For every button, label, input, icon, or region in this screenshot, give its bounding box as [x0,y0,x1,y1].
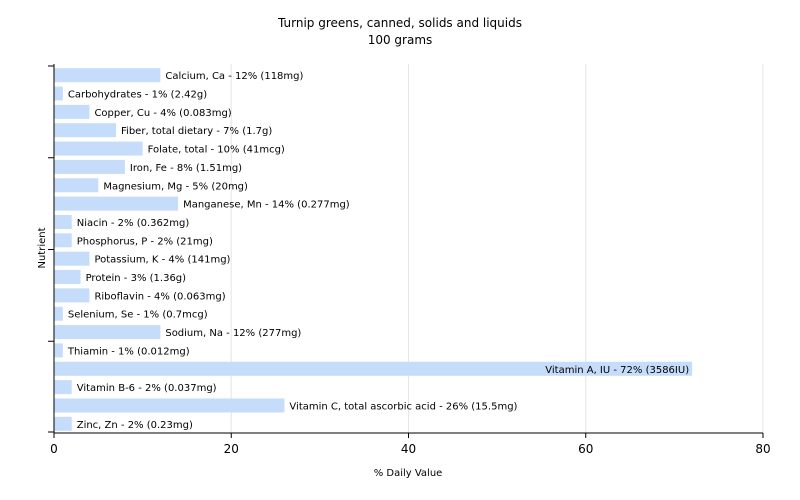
bar-6 [54,178,99,193]
bar-16 [54,361,693,376]
bar-8 [54,214,72,229]
bar-2 [54,104,90,119]
bar-label-18: Vitamin C, total ascorbic acid - 26% (15… [289,401,517,412]
bars: Calcium, Ca - 12% (118mg) Carbohydrates -… [54,68,693,431]
bar-14 [54,325,161,340]
bar-label-3: Fiber, total dietary - 7% (1.7g) [121,126,272,137]
x-tick-label-3: 60 [578,442,593,456]
chart-title: Turnip greens, canned, solids and liquid… [277,16,522,30]
y-axis-title: Nutrient [37,227,48,268]
bar-4 [54,141,143,156]
bar-label-13: Selenium, Se - 1% (0.7mcg) [68,310,208,321]
bar-0 [54,68,161,83]
bar-label-6: Magnesium, Mg - 5% (20mg) [103,181,248,192]
bar-label-14: Sodium, Na - 12% (277mg) [165,328,301,339]
bar-label-0: Calcium, Ca - 12% (118mg) [165,71,303,82]
bar-label-15: Thiamin - 1% (0.012mg) [67,346,190,357]
bar-10 [54,251,90,266]
bar-18 [54,398,285,413]
bar-12 [54,288,90,303]
bar-label-12: Riboflavin - 4% (0.063mg) [94,291,225,302]
bar-17 [54,380,72,395]
bar-label-16: Vitamin A, IU - 72% (3586IU) [545,365,689,376]
bar-label-4: Folate, total - 10% (41mcg) [148,145,285,156]
bar-15 [54,343,63,358]
x-axis-ticks: 0 20 40 60 80 [50,433,771,456]
bar-label-17: Vitamin B-6 - 2% (0.037mg) [77,383,217,394]
bar-label-1: Carbohydrates - 1% (2.42g) [68,90,207,101]
bar-label-5: Iron, Fe - 8% (1.51mg) [130,163,242,174]
chart-subtitle: 100 grams [368,33,433,47]
bar-label-10: Potassium, K - 4% (141mg) [94,255,230,266]
x-tick-label-4: 80 [755,442,770,456]
bar-9 [54,233,72,248]
bar-13 [54,306,63,321]
bar-label-19: Zinc, Zn - 2% (0.23mg) [77,420,193,431]
bar-11 [54,270,81,285]
x-axis-title: % Daily Value [374,468,443,479]
bar-label-7: Manganese, Mn - 14% (0.277mg) [183,200,350,211]
x-tick-label-0: 0 [50,442,58,456]
bar-label-8: Niacin - 2% (0.362mg) [77,218,190,229]
bar-label-2: Copper, Cu - 4% (0.083mg) [94,108,231,119]
bar-7 [54,196,179,211]
bar-3 [54,123,117,138]
bar-5 [54,159,125,174]
bar-label-9: Phosphorus, P - 2% (21mg) [77,236,213,247]
x-tick-label-1: 20 [224,442,239,456]
bar-19 [54,416,72,431]
x-tick-label-2: 40 [401,442,416,456]
bar-label-11: Protein - 3% (1.36g) [86,273,187,284]
bar-1 [54,86,63,101]
